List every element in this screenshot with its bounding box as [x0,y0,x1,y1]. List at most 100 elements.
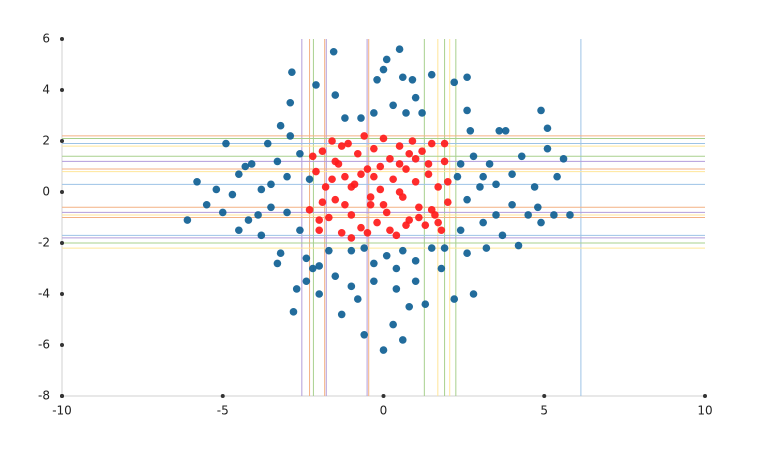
point [357,114,365,122]
point [469,290,478,298]
point [267,203,275,212]
point [267,180,275,189]
point [376,185,385,194]
point [331,272,340,280]
point [315,216,324,224]
point [543,124,552,133]
point [341,114,349,122]
point [456,160,465,168]
y-tick-label: -6 [38,338,50,352]
point [398,336,407,344]
point [357,223,365,232]
point [325,213,333,222]
point [485,160,494,168]
point [402,109,410,117]
point [450,295,459,303]
point [392,231,401,240]
x-tick-label: -10 [52,404,72,418]
point [418,147,426,155]
point [411,257,420,265]
point [537,218,545,227]
point [466,127,475,135]
y-tick [60,343,64,347]
point [463,73,471,82]
point [524,211,532,219]
point [424,170,433,178]
point [370,172,378,181]
point [257,185,266,194]
point [395,188,404,196]
point [411,93,420,102]
point [408,137,417,145]
y-tick [60,190,64,194]
point [366,200,375,209]
point [376,162,385,171]
point [370,277,378,286]
point [386,155,394,163]
point [321,183,330,191]
x-tick [220,394,225,398]
point [405,149,414,158]
point [492,211,500,219]
point [283,208,291,217]
y-tick-label: -8 [38,389,50,403]
point [492,180,500,189]
point [534,203,542,212]
point [382,55,391,64]
point [276,121,285,130]
point [312,167,320,176]
point [308,152,317,161]
point [418,109,426,117]
point [315,290,324,298]
point [559,155,568,163]
point [318,198,327,206]
point [543,144,552,153]
point [517,152,526,161]
y-tick-label: 4 [42,83,50,97]
point [286,132,295,140]
point [347,282,356,291]
point [212,185,221,194]
point [482,244,491,252]
point [296,149,304,158]
point [386,226,394,235]
point [263,139,272,148]
point [444,178,452,186]
point [193,178,201,186]
point [344,139,352,148]
x-tick-label: 5 [540,404,548,418]
point [347,183,356,191]
point [427,139,436,148]
point [508,200,516,209]
point [453,172,462,181]
point [286,98,295,107]
point [440,157,449,166]
point [427,244,436,252]
point [315,226,324,235]
point [566,211,574,219]
point [392,285,401,293]
y-tick-label: -2 [38,236,50,250]
point [289,308,298,316]
point [553,172,561,181]
point [434,218,442,227]
y-tick-label: 2 [42,134,50,148]
y-tick-label: 6 [42,32,50,46]
point [328,175,336,184]
point [501,127,510,135]
point [440,244,449,252]
point [370,144,378,153]
point [437,264,446,273]
point [222,139,230,148]
y-tick [60,292,64,296]
point [379,65,388,74]
point [341,172,349,181]
point [479,218,487,227]
point [450,78,459,87]
point [382,251,391,260]
point [479,172,487,181]
x-tick [542,394,547,398]
point [476,183,484,191]
point [331,91,340,99]
point [411,178,420,186]
